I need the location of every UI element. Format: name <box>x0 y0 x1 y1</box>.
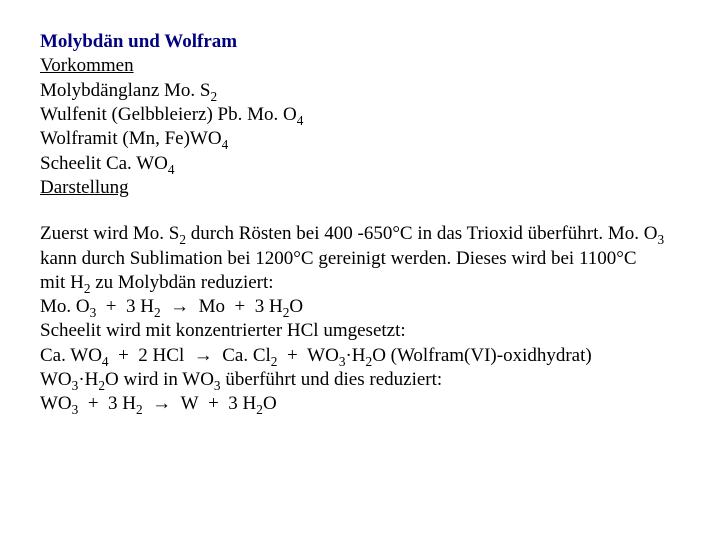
text-line: Wulfenit (Gelbbleierz) Pb. Mo. O4 <box>40 103 680 127</box>
document-page: Molybdän und Wolfram Vorkommen Molybdäng… <box>0 0 720 437</box>
text-line: Ca. WO4 + 2 HCl → Ca. Cl2 + WO3·H2O (Wol… <box>40 344 680 368</box>
section-heading-darstellung: Darstellung <box>40 176 680 200</box>
text-line: mit H2 zu Molybdän reduziert: <box>40 271 680 295</box>
text-line: Wolframit (Mn, Fe)WO4 <box>40 127 680 151</box>
page-title: Molybdän und Wolfram <box>40 30 680 54</box>
text-line: Molybdänglanz Mo. S2 <box>40 79 680 103</box>
text-line: kann durch Sublimation bei 1200°C gerein… <box>40 247 680 271</box>
section-heading-vorkommen: Vorkommen <box>40 54 680 78</box>
text-line: Mo. O3 + 3 H2 → Mo + 3 H2O <box>40 295 680 319</box>
text-line: Scheelit Ca. WO4 <box>40 152 680 176</box>
section-body-darstellung: Zuerst wird Mo. S2 durch Rösten bei 400 … <box>40 222 680 417</box>
text-line: Zuerst wird Mo. S2 durch Rösten bei 400 … <box>40 222 680 246</box>
text-line: WO3·H2O wird in WO3 überführt und dies r… <box>40 368 680 392</box>
text-line: WO3 + 3 H2 → W + 3 H2O <box>40 392 680 416</box>
section-body-vorkommen: Molybdänglanz Mo. S2 Wulfenit (Gelbbleie… <box>40 79 680 176</box>
text-line: Scheelit wird mit konzentrierter HCl umg… <box>40 319 680 343</box>
